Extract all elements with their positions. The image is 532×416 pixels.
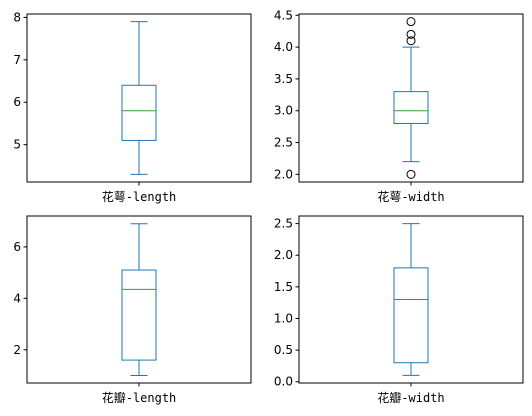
y-tick-label: 6 (13, 240, 21, 254)
iqr-box (121, 84, 157, 141)
y-tick-label: 6 (13, 95, 21, 109)
outlier-point (406, 169, 416, 179)
y-tick-label: 2 (13, 343, 21, 357)
subplot-3: 2 4 6 花瓣-length (13, 215, 252, 405)
iqr-box (121, 269, 157, 361)
y-tick-label: 7 (13, 53, 21, 67)
y-tick-label: 2.5 (274, 136, 293, 150)
y-tick-label: 0.5 (274, 343, 293, 357)
category-label-length: 花萼-length (102, 189, 177, 204)
subplot-grid: 5678花萼-length2.02.53.03.54.04.5花萼-width2… (13, 8, 524, 405)
y-tick-label: 4.0 (274, 40, 293, 54)
category-label-length: 花瓣-length (102, 390, 177, 405)
outlier-point (406, 36, 416, 46)
y-tick-label: 2.0 (274, 248, 293, 262)
y-tick-label: 8 (13, 10, 21, 24)
y-tick-label: 5 (13, 138, 21, 152)
iqr-box (393, 267, 429, 364)
y-tick-label: 3.0 (274, 104, 293, 118)
y-tick-label: 1.0 (274, 311, 293, 325)
y-tick-label: 3.5 (274, 72, 293, 86)
subplot-1: 5 6 7 8 花萼-length (13, 10, 252, 204)
y-tick-label: 4 (13, 291, 21, 305)
y-tick-label: 1.5 (274, 280, 293, 294)
y-tick-label: 0.0 (274, 375, 293, 389)
y-tick-label: 2.0 (274, 167, 293, 181)
subplot-4: 0.0 0.5 1.0 1.5 2.0 2.5 花瓣-width (274, 215, 524, 405)
y-tick-label: 2.5 (274, 217, 293, 231)
category-label-width: 花萼-width (377, 189, 444, 204)
y-tick-label: 4.5 (274, 8, 293, 22)
iqr-box (393, 91, 429, 124)
subplot-2: 2.0 2.5 3.0 3.5 4.0 4.5 花萼-width (274, 8, 524, 204)
outlier-point (406, 29, 416, 39)
outlier-point (406, 17, 416, 27)
category-label-width: 花瓣-width (377, 390, 444, 405)
